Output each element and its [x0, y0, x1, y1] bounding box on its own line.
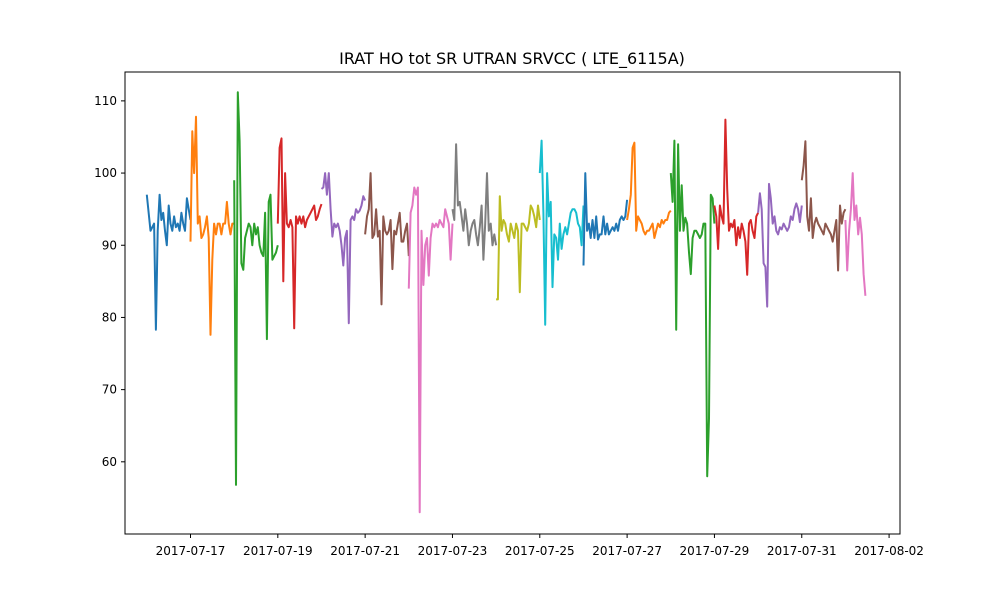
series-line-9: [496, 195, 541, 301]
x-tick-label: 2017-07-27: [592, 544, 662, 558]
series-line-13: [669, 139, 716, 478]
series-line-2: [189, 115, 235, 336]
series-line-11: [582, 172, 629, 266]
series-layer: [145, 91, 867, 514]
series-line-12: [626, 141, 672, 239]
y-tick-label: 80: [102, 310, 117, 324]
y-tick-label: 90: [102, 238, 117, 252]
series-line-4: [276, 137, 323, 330]
y-tick-label: 70: [102, 383, 117, 397]
series-line-17: [844, 172, 867, 296]
x-tick-label: 2017-07-21: [330, 544, 400, 558]
series-line-16: [800, 140, 847, 272]
x-tick-label: 2017-07-23: [418, 544, 488, 558]
x-tick-label: 2017-07-25: [505, 544, 575, 558]
series-line-7: [407, 186, 454, 514]
x-tick-label: 2017-08-02: [854, 544, 924, 558]
y-tick-label: 60: [102, 455, 117, 469]
series-line-10: [538, 139, 585, 326]
y-tick-label: 110: [94, 94, 117, 108]
series-line-5: [320, 172, 367, 325]
series-line-1: [145, 193, 192, 331]
series-line-3: [233, 91, 279, 486]
x-tick-label: 2017-07-29: [680, 544, 750, 558]
x-tick-label: 2017-07-31: [767, 544, 837, 558]
plot-frame: [124, 71, 901, 535]
x-tick-label: 2017-07-17: [156, 544, 226, 558]
y-axis: 60 70 80 90 100 110: [94, 94, 125, 469]
y-tick-label: 100: [94, 166, 117, 180]
series-line-14: [713, 118, 759, 276]
x-axis: 2017-07-17 2017-07-19 2017-07-21 2017-07-23…: [156, 534, 924, 558]
chart-title: IRAT HO tot SR UTRAN SRVCC ( LTE_6115A): [339, 49, 685, 69]
x-tick-label: 2017-07-19: [243, 544, 313, 558]
series-line-8: [451, 143, 498, 261]
series-line-6: [364, 172, 410, 306]
series-line-15: [757, 182, 803, 308]
